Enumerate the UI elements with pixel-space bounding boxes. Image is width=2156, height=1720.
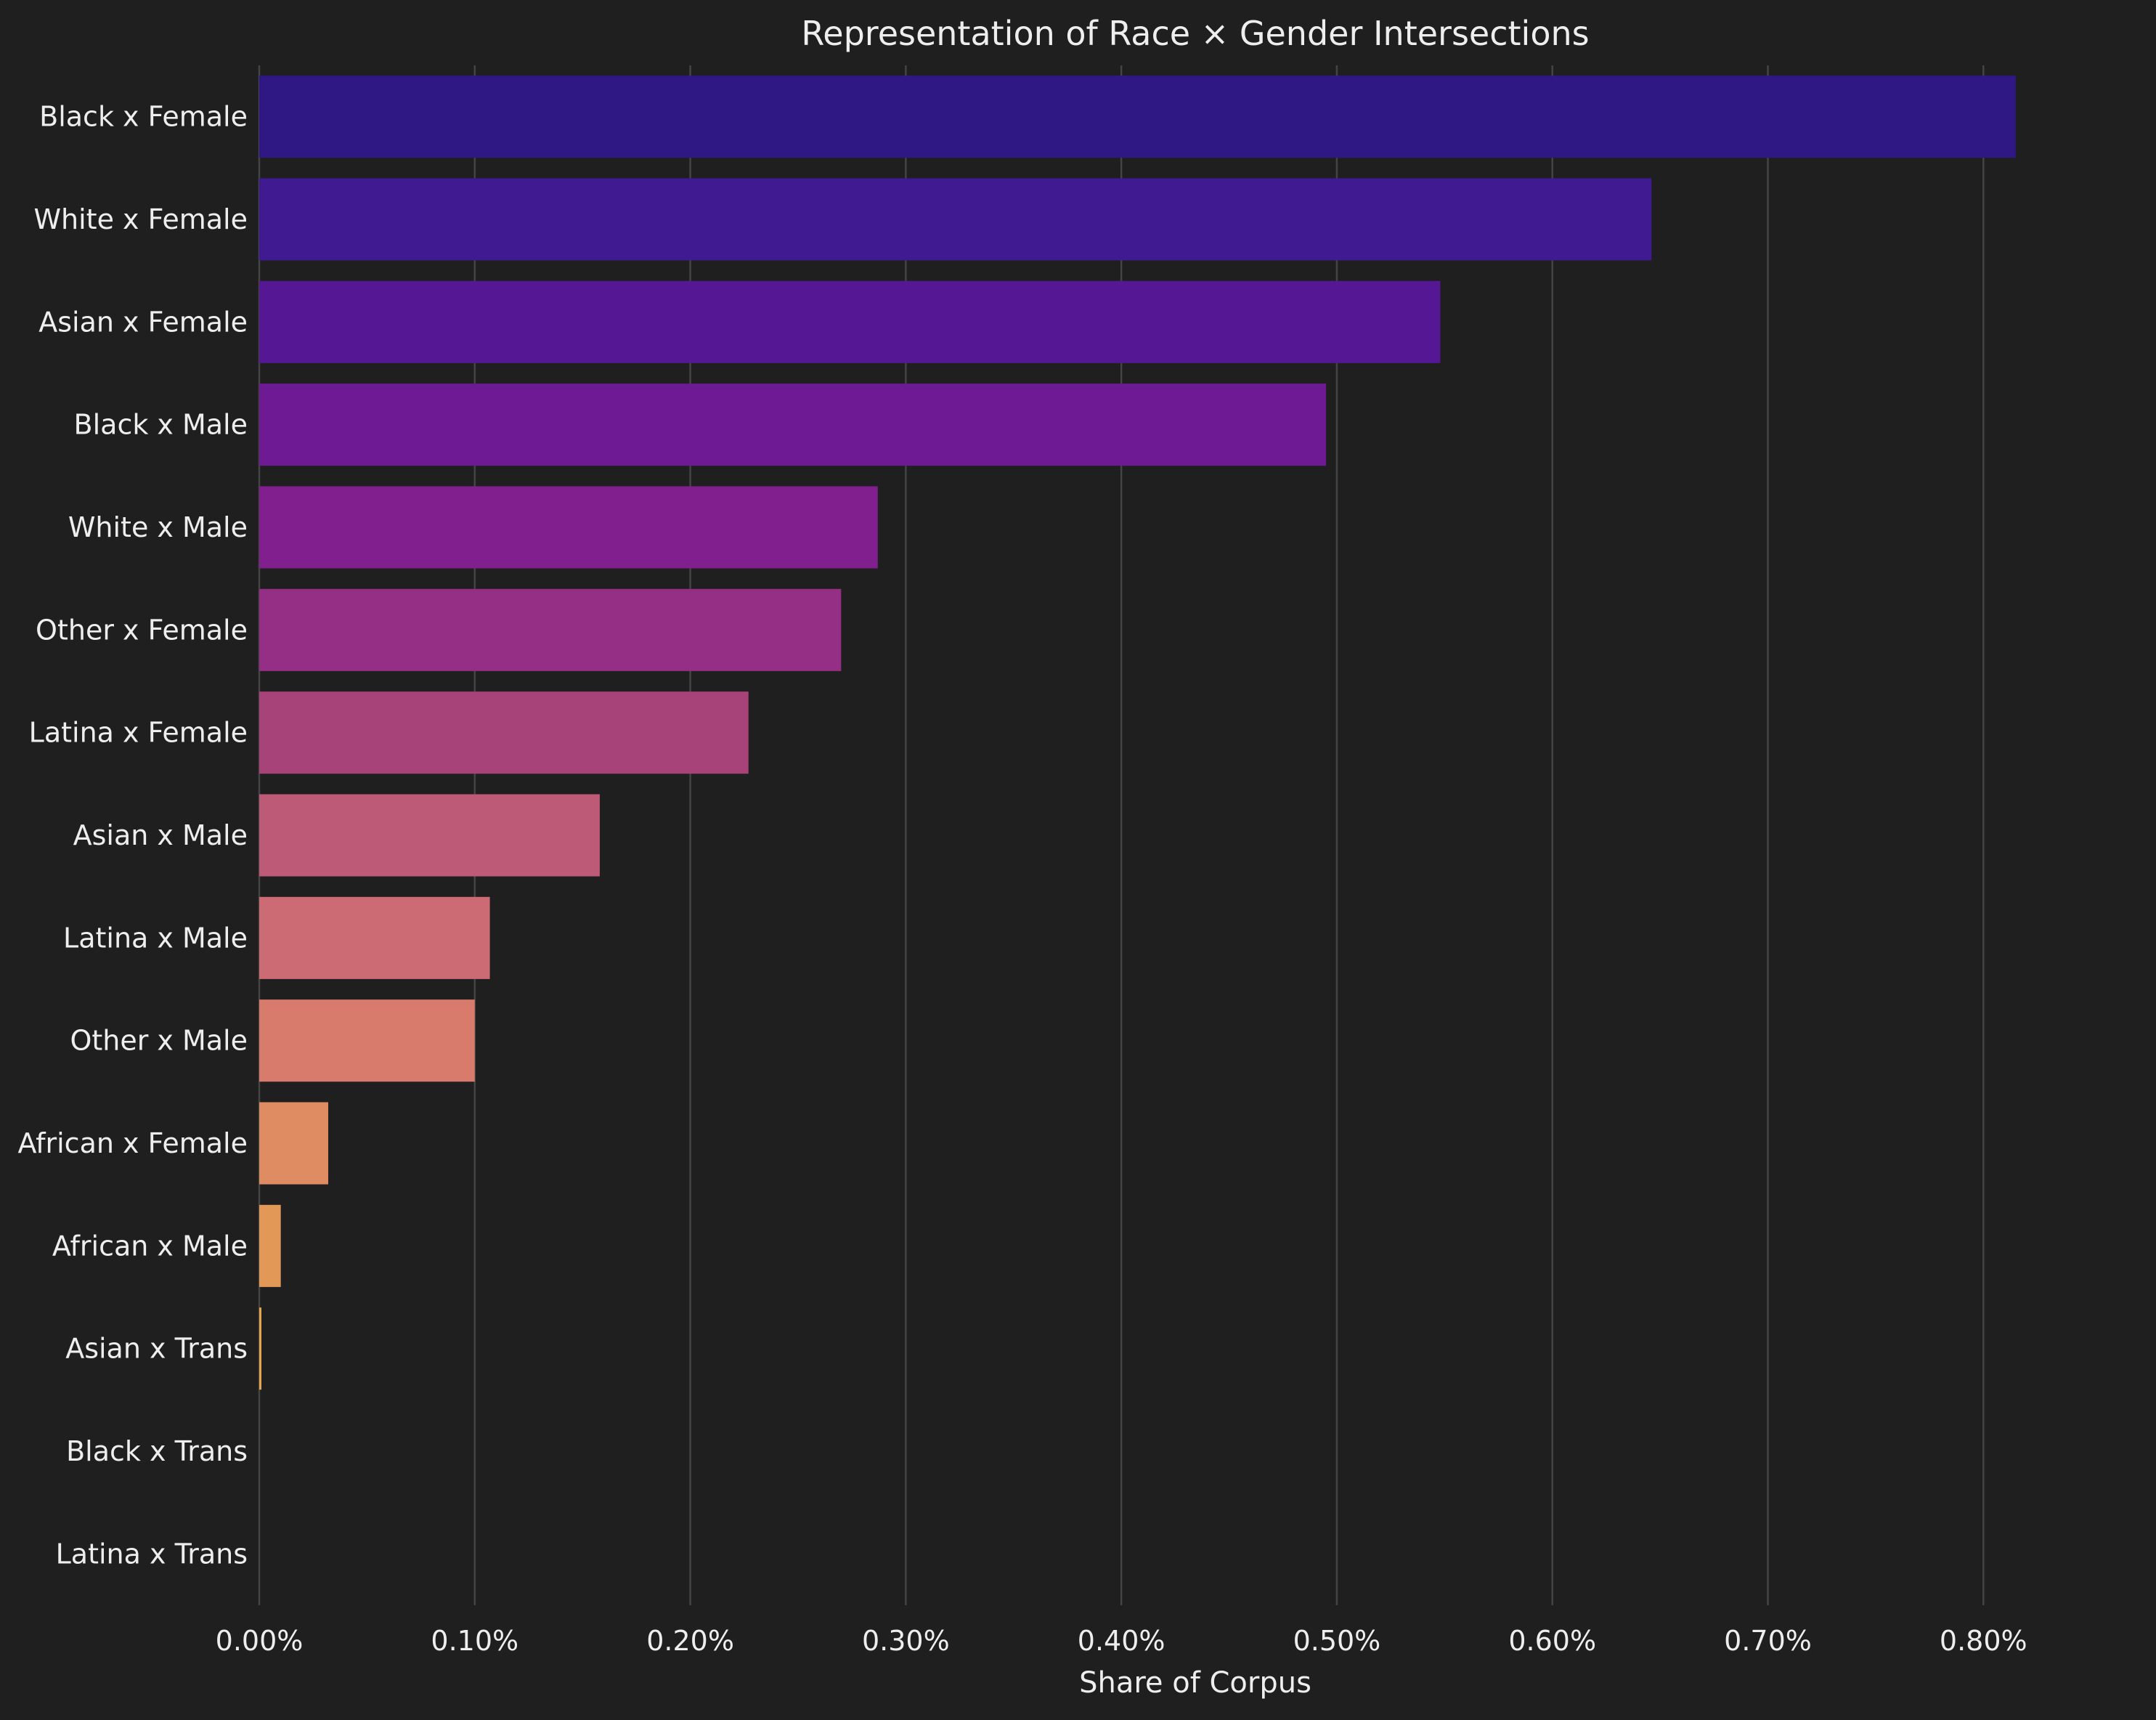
bar	[259, 486, 878, 569]
chart-title: Representation of Race × Gender Intersec…	[801, 14, 1589, 53]
y-tick-label: Asian x Female	[38, 306, 248, 338]
bar	[259, 999, 475, 1082]
y-tick-label: Black x Male	[74, 409, 248, 441]
y-tick-labels: Black x Female White x Female Asian x Fema…	[17, 101, 248, 1570]
y-tick-label: Latina x Male	[63, 922, 248, 954]
x-tick-label: 0.50%	[1293, 1625, 1381, 1657]
bar	[259, 794, 600, 877]
bar	[259, 1204, 281, 1287]
bar	[259, 280, 1441, 363]
y-tick-label: African x Female	[17, 1127, 248, 1159]
y-tick-label: Latina x Trans	[56, 1538, 248, 1570]
y-tick-label: White x Female	[33, 203, 248, 235]
bar	[259, 1102, 328, 1185]
x-axis-label: Share of Corpus	[1079, 1666, 1311, 1700]
y-tick-label: African x Male	[52, 1230, 248, 1262]
y-tick-label: Latina x Female	[29, 717, 248, 749]
y-tick-label: Other x Female	[36, 614, 248, 646]
x-tick-label: 0.80%	[1940, 1625, 2027, 1657]
bar	[259, 384, 1327, 466]
y-tick-label: Other x Male	[70, 1025, 248, 1057]
x-tick-label: 0.40%	[1078, 1625, 1166, 1657]
y-tick-label: Asian x Male	[73, 819, 248, 851]
y-tick-label: Black x Female	[39, 101, 248, 133]
x-tick-labels: 0.00% 0.10% 0.20% 0.30% 0.40% 0.50% 0.60% 0.70%…	[216, 1625, 2027, 1657]
bar	[259, 691, 749, 774]
x-tick-label: 0.30%	[862, 1625, 950, 1657]
y-tick-label: White x Male	[68, 511, 248, 543]
y-tick-label: Asian x Trans	[65, 1333, 248, 1365]
x-tick-label: 0.00%	[216, 1625, 304, 1657]
bar	[259, 896, 490, 979]
bar	[259, 178, 1652, 261]
x-tick-label: 0.60%	[1508, 1625, 1596, 1657]
bars	[259, 76, 2016, 1390]
y-tick-label: Black x Trans	[66, 1435, 248, 1467]
x-tick-label: 0.70%	[1724, 1625, 1812, 1657]
bar	[259, 76, 2016, 158]
x-tick-label: 0.20%	[646, 1625, 734, 1657]
bar	[259, 588, 842, 671]
bar	[259, 1307, 261, 1390]
x-tick-label: 0.10%	[431, 1625, 518, 1657]
